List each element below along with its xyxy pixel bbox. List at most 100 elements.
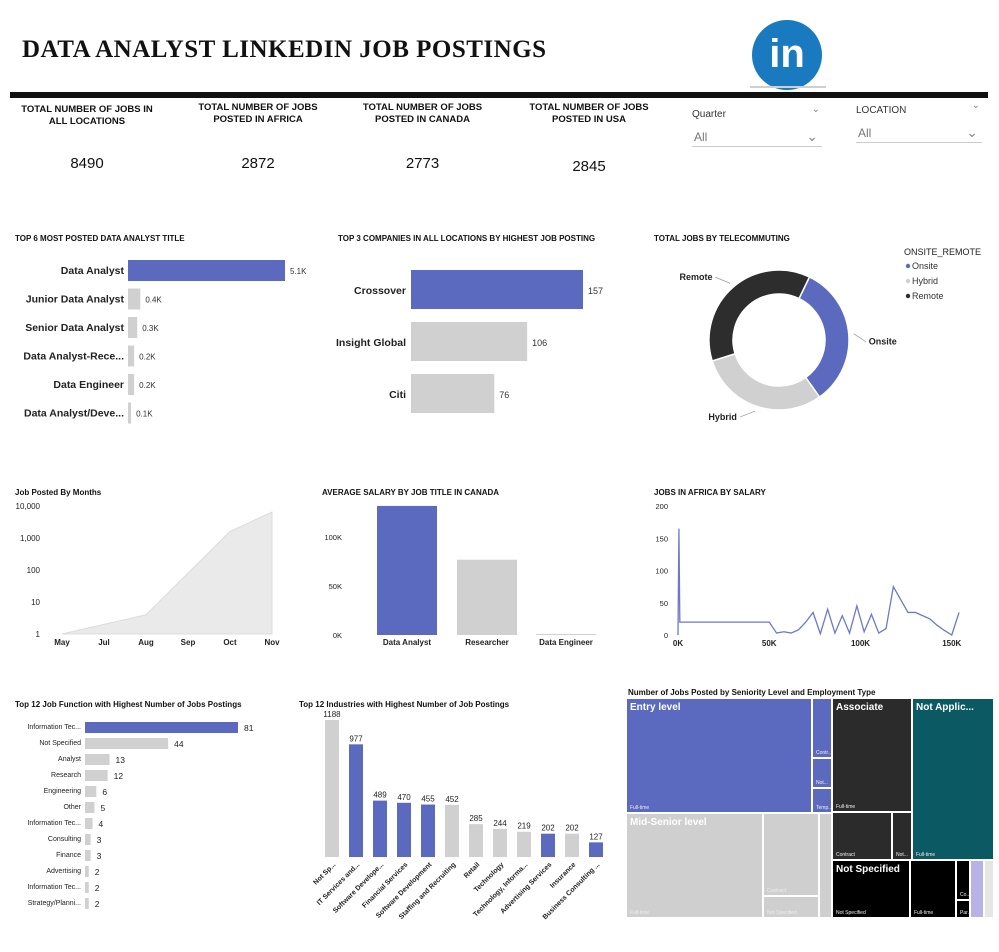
bar-value-label: 489 (373, 791, 387, 800)
bar-category-label: Citi (389, 389, 406, 401)
quarter-slicer[interactable]: Quarter ⌄ All ⌄ (692, 104, 822, 147)
x-tick-label: IT Services and... (316, 861, 361, 906)
bar (85, 882, 89, 893)
legend-title: ONSITE_REMOTE (904, 247, 981, 257)
chart-africa-salary: 0 50 100 150 200 0K 50K 100K 150K (655, 502, 961, 648)
x-tick-label: Jul (98, 638, 110, 647)
chart-title-job-function: Top 12 Job Function with Highest Number … (15, 700, 242, 709)
treemap-cell[interactable]: Not... (892, 812, 912, 860)
treemap-cell[interactable] (984, 860, 994, 918)
bar-value-label: 455 (421, 795, 435, 804)
treemap-cell[interactable] (970, 860, 984, 918)
bar (373, 800, 387, 857)
bar-category-label: Advertising (46, 868, 81, 875)
logo-divider (750, 86, 826, 88)
bar-value-label: 1188 (323, 710, 341, 719)
bar (411, 270, 583, 309)
y-tick-label: 1 (36, 630, 41, 639)
bar (565, 833, 579, 857)
chevron-down-icon[interactable]: ⌄ (966, 124, 978, 140)
quarter-dropdown[interactable]: All ⌄ (692, 128, 822, 147)
treemap-sub-label: Not... (816, 780, 828, 786)
bar (85, 770, 108, 781)
header-divider (10, 92, 988, 98)
treemap-cell[interactable] (819, 813, 832, 918)
x-tick-label: Oct (223, 638, 237, 647)
y-tick-label: 100 (655, 567, 668, 576)
y-tick-label: 100 (27, 566, 41, 575)
x-tick-label: Data Analyst (383, 638, 432, 647)
treemap-sub-label: Temp... (816, 805, 832, 811)
bar-category-label: Research (51, 772, 81, 779)
bar (85, 866, 89, 877)
chart-salary-canada: 0K 50K 100K Data Analyst Researcher Data Engi… (324, 505, 596, 647)
donut-slice-label: Hybrid (708, 412, 737, 422)
treemap-cell[interactable]: Mid-Senior level Full-time (626, 813, 763, 918)
treemap-cell[interactable]: Full-time (910, 860, 956, 918)
treemap-cell[interactable]: Associate Full-time (832, 698, 912, 812)
bar-value-label: 2 (95, 883, 100, 893)
kpi-label-usa: TOTAL NUMBER OF JOBS POSTED IN USA (529, 102, 649, 125)
y-tick-label: 50 (660, 599, 668, 608)
bar (128, 260, 285, 281)
bar (349, 744, 363, 857)
bar-value-label: 44 (174, 739, 184, 749)
donut-leader-line (739, 410, 756, 418)
x-tick-label: 100K (851, 639, 870, 648)
bar-category-label: Information Tec... (27, 820, 81, 827)
location-slicer[interactable]: LOCATION ⌄ All ⌄ (856, 100, 982, 143)
bar (589, 842, 603, 857)
bar-category-label: Data Analyst (61, 265, 125, 277)
chart-by-month: 1 10 100 1,000 10,000 May Jul Aug Sep Oct Nov (16, 502, 281, 647)
bar-value-label: 452 (445, 795, 459, 804)
donut-leader-line (715, 276, 731, 284)
treemap-cell[interactable]: Contract (832, 812, 892, 860)
treemap-cell[interactable]: Co... (956, 860, 970, 900)
bar (377, 505, 437, 635)
x-tick-label: Financial Services (361, 861, 409, 909)
bar (536, 634, 596, 635)
chevron-down-icon[interactable]: ⌄ (811, 104, 820, 115)
bar-value-label: 4 (99, 819, 104, 829)
bar-value-label: 81 (244, 723, 254, 733)
bar (85, 898, 89, 909)
location-dropdown[interactable]: All ⌄ (856, 124, 982, 143)
y-tick-label: 150 (655, 534, 668, 543)
bar-category-label: Other (63, 804, 81, 811)
bar-value-label: 3 (97, 835, 102, 845)
treemap-cell[interactable]: Contr... (812, 698, 832, 758)
location-dropdown-value: All (858, 126, 872, 140)
treemap-cell[interactable]: Not Specified (763, 896, 819, 918)
treemap-cell[interactable]: Not... (812, 758, 832, 788)
kpi-value-usa: 2845 (572, 158, 606, 175)
bar (421, 804, 435, 857)
bar-value-label: 0.3K (142, 324, 159, 333)
bar (85, 834, 91, 845)
treemap-cell[interactable]: Entry level Full-time (626, 698, 812, 813)
x-tick-label: Data Engineer (539, 638, 593, 647)
chevron-down-icon[interactable]: ⌄ (806, 128, 818, 144)
treemap-sub-label: Contract (836, 852, 855, 858)
kpi-label-canada: TOTAL NUMBER OF JOBS POSTED IN CANADA (362, 102, 483, 125)
y-tick-label: 200 (655, 502, 668, 511)
bar (85, 754, 110, 765)
bar (541, 833, 555, 857)
bar-category-label: Information Tec... (27, 884, 81, 891)
bar (128, 288, 141, 310)
chevron-down-icon[interactable]: ⌄ (971, 100, 980, 111)
y-tick-label: 100K (324, 533, 342, 542)
bar-category-label: Junior Data Analyst (26, 294, 125, 306)
location-slicer-label: LOCATION (856, 105, 907, 116)
x-tick-label: Retail (463, 861, 481, 879)
treemap-cell[interactable]: Not Specified Not Specified (832, 860, 910, 918)
bar-category-label: Information Tec... (27, 724, 81, 731)
treemap-cell[interactable]: Temp... (812, 788, 832, 813)
treemap-cell[interactable]: Contract (763, 813, 819, 896)
kpi-value-all-locations: 8490 (70, 155, 104, 172)
treemap-cell[interactable]: Not Applic... Full-time (912, 698, 994, 860)
bar (445, 804, 459, 857)
bar (457, 559, 517, 635)
treemap-group-label: Associate (836, 702, 884, 713)
treemap-cell[interactable]: Par... (956, 900, 970, 918)
